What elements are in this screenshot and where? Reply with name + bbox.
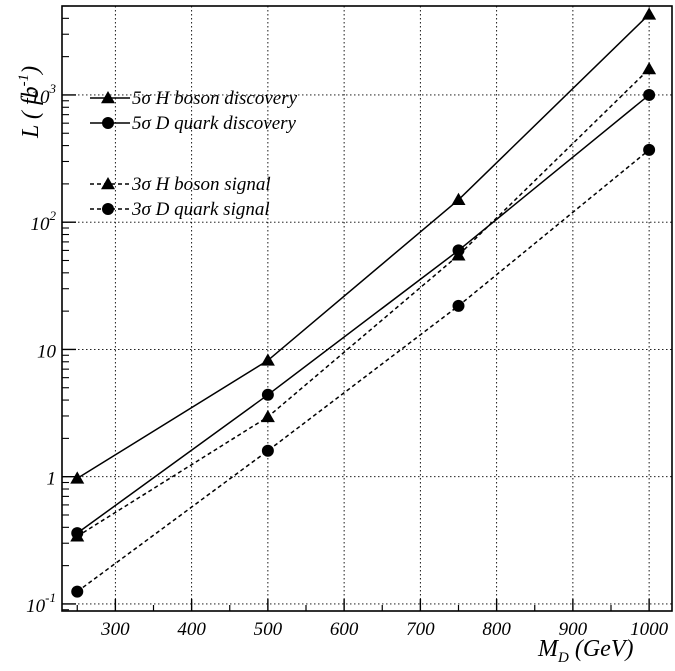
circle-marker: [643, 143, 656, 156]
y-axis-title: L ( fb-1): [16, 66, 44, 139]
triangle-marker: [642, 61, 657, 75]
x-tick-label: 600: [330, 619, 359, 640]
triangle-marker: [642, 7, 657, 20]
circle-marker: [261, 444, 274, 457]
x-tick-label: 900: [559, 619, 588, 640]
legend-label: 3σ H boson signal: [131, 174, 271, 195]
x-tick-label: 700: [406, 619, 435, 640]
triangle-marker: [101, 177, 115, 190]
x-tick-label: 1000: [630, 619, 669, 640]
series-2: [71, 88, 656, 540]
legend: 5σ H boson discovery 5σ D quark discovery…: [90, 88, 298, 220]
legend-entry: 5σ D quark discovery: [90, 113, 297, 134]
tick-layer: 300 400 500 600 700 800 900 1000 10-1 1 10 102 103: [26, 5, 669, 640]
circle-marker: [261, 388, 274, 401]
series-line: [76, 13, 650, 480]
y-tick-label: 102: [31, 208, 57, 235]
x-tick-label: 400: [177, 619, 206, 640]
series-line: [76, 68, 650, 537]
axis-labels: MD (GeV) L ( fb-1): [16, 66, 633, 666]
y-tick-label: 10: [37, 341, 57, 362]
legend-entry: 5σ H boson discovery: [90, 88, 298, 109]
triangle-marker: [451, 192, 466, 206]
legend-label: 5σ D quark discovery: [132, 113, 297, 134]
series-1: [70, 7, 657, 484]
y-tick-label: 1: [47, 469, 57, 490]
circle-marker: [102, 117, 114, 129]
x-tick-label: 300: [100, 619, 130, 640]
y-tick-label: 10-1: [26, 590, 56, 617]
triangle-marker: [70, 471, 85, 484]
y-tick-label: 103: [31, 81, 57, 108]
triangle-marker: [451, 248, 466, 261]
series-3: [70, 61, 657, 542]
circle-marker: [643, 88, 656, 101]
legend-entry: 3σ H boson signal: [90, 174, 271, 195]
series-4: [71, 143, 656, 598]
x-tick-label: 500: [254, 619, 283, 640]
x-tick-label: 800: [482, 619, 511, 640]
legend-entry: 3σ D quark signal: [90, 199, 270, 220]
grid-layer: [62, 6, 672, 611]
legend-label: 5σ H boson discovery: [132, 88, 298, 109]
series-line: [76, 94, 650, 534]
x-axis-title: MD (GeV): [537, 636, 633, 666]
circle-marker: [452, 299, 465, 312]
circle-marker: [102, 203, 114, 215]
circle-marker: [71, 585, 84, 598]
triangle-marker: [260, 409, 275, 423]
triangle-marker: [70, 529, 85, 542]
series-layer: [70, 7, 657, 598]
triangle-marker: [101, 91, 115, 104]
legend-label: 3σ D quark signal: [131, 199, 270, 220]
triangle-marker: [260, 353, 275, 366]
plot-frame: [61, 5, 673, 612]
